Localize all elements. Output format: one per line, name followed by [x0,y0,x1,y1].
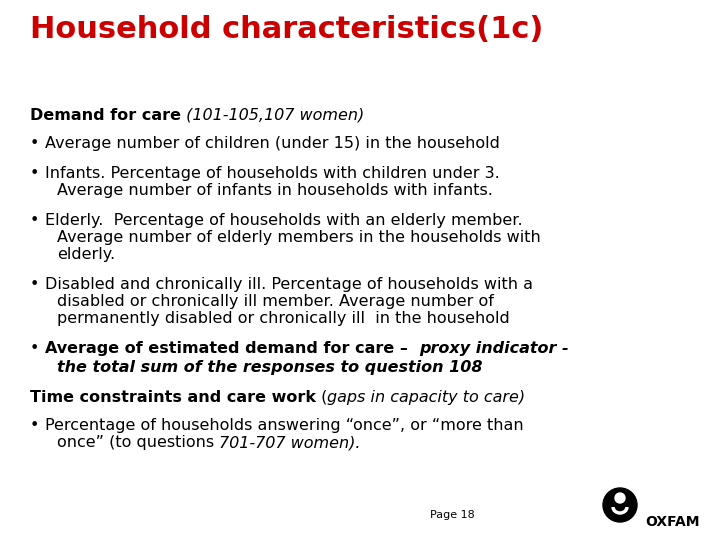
Text: Average number of infants in households with infants.: Average number of infants in households … [57,183,493,198]
Circle shape [615,493,625,503]
Text: •: • [30,418,40,433]
Text: proxy indicator -: proxy indicator - [419,341,569,356]
Text: the total sum of the responses to question 108: the total sum of the responses to questi… [57,360,482,375]
Text: •: • [30,213,40,228]
Text: (101-105,107 women): (101-105,107 women) [181,108,364,123]
Text: disabled or chronically ill member. Average number of: disabled or chronically ill member. Aver… [57,294,494,309]
Text: •: • [30,166,40,181]
Text: •: • [30,136,40,151]
Text: Household characteristics(1c): Household characteristics(1c) [30,15,544,44]
Text: Page 18: Page 18 [430,510,474,520]
Text: Time constraints and care work: Time constraints and care work [30,390,316,405]
Text: •: • [30,341,40,356]
Text: Average number of children (under 15) in the household: Average number of children (under 15) in… [45,136,500,151]
Text: •: • [30,277,40,292]
Text: Disabled and chronically ill. Percentage of households with a: Disabled and chronically ill. Percentage… [45,277,533,292]
Text: OXFAM: OXFAM [645,515,700,529]
Text: Infants. Percentage of households with children under 3.: Infants. Percentage of households with c… [45,166,500,181]
Text: 701-707 women).: 701-707 women). [220,435,361,450]
Text: once” (to questions: once” (to questions [57,435,220,450]
Text: Demand for care: Demand for care [30,108,181,123]
Text: Elderly.  Percentage of households with an elderly member.: Elderly. Percentage of households with a… [45,213,523,228]
Text: permanently disabled or chronically ill  in the household: permanently disabled or chronically ill … [57,311,510,326]
Circle shape [603,488,637,522]
Text: gaps in capacity to care): gaps in capacity to care) [328,390,526,405]
Text: Average of estimated demand for care –: Average of estimated demand for care – [45,341,419,356]
Text: Percentage of households answering “once”, or “more than: Percentage of households answering “once… [45,418,523,433]
Text: elderly.: elderly. [57,247,115,262]
Text: (: ( [316,390,328,405]
Text: Average number of elderly members in the households with: Average number of elderly members in the… [57,230,541,245]
